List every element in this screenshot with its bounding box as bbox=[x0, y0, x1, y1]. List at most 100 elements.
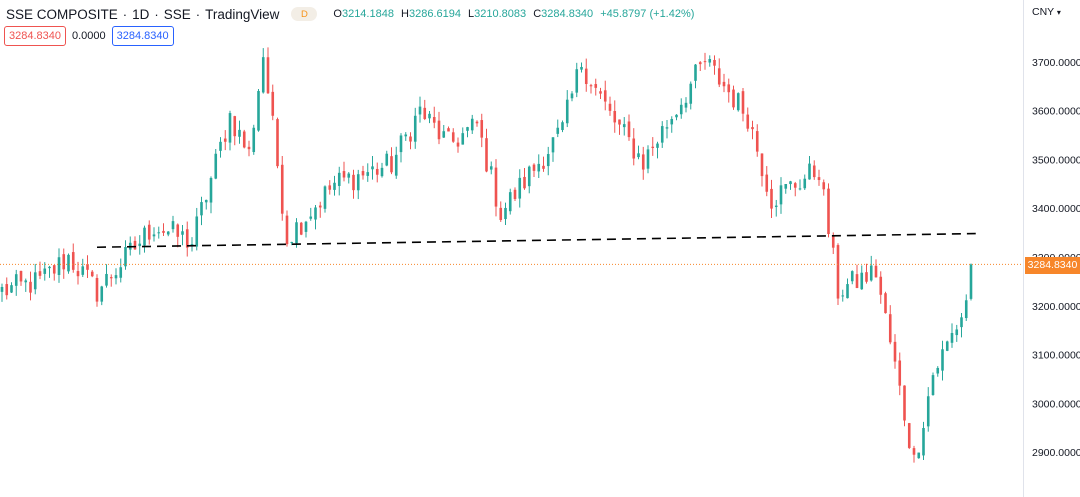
candle-up bbox=[138, 243, 142, 247]
candle-up bbox=[646, 149, 650, 169]
candle-down bbox=[741, 91, 745, 114]
candle-down bbox=[627, 121, 631, 138]
data-status-badge[interactable]: D bbox=[291, 7, 318, 21]
candle-down bbox=[817, 177, 821, 181]
interval-label[interactable]: 1D bbox=[132, 6, 150, 22]
candle-up bbox=[556, 127, 560, 134]
candle-up bbox=[860, 272, 864, 290]
candle-up bbox=[428, 113, 431, 119]
candle-up bbox=[399, 135, 403, 153]
candle-up bbox=[181, 231, 184, 235]
candle-up bbox=[413, 115, 417, 142]
candle-up bbox=[171, 221, 175, 230]
separator-dot: · bbox=[154, 6, 159, 22]
candle-up bbox=[200, 202, 203, 216]
candle-up bbox=[941, 349, 944, 371]
candle-down bbox=[285, 215, 289, 245]
candle-up bbox=[10, 285, 13, 293]
candle-down bbox=[584, 68, 588, 85]
candle-up bbox=[684, 102, 688, 108]
price-tick-label: 3400.0000 bbox=[1032, 203, 1080, 215]
candle-up bbox=[936, 367, 940, 374]
candle-down bbox=[361, 171, 365, 176]
candle-down bbox=[793, 183, 797, 188]
candle-down bbox=[233, 116, 237, 137]
change-value: +45.8797 (+1.42%) bbox=[600, 8, 695, 20]
candle-down bbox=[176, 224, 180, 237]
candle-down bbox=[713, 59, 716, 66]
candle-down bbox=[271, 91, 275, 116]
candle-up bbox=[637, 153, 640, 158]
candle-down bbox=[62, 254, 66, 270]
candle-down bbox=[865, 272, 868, 282]
candle-up bbox=[114, 275, 118, 279]
candle-up bbox=[100, 286, 104, 302]
candle-up bbox=[105, 273, 108, 286]
candle-up bbox=[926, 396, 930, 427]
candle-down bbox=[95, 277, 99, 302]
candle-up bbox=[337, 172, 341, 186]
candle-down bbox=[432, 117, 436, 123]
candle-down bbox=[746, 114, 750, 129]
candle-up bbox=[48, 266, 51, 269]
candle-down bbox=[755, 131, 759, 152]
price-tick-label: 3600.0000 bbox=[1032, 106, 1080, 118]
candle-up bbox=[561, 122, 564, 131]
candle-up bbox=[708, 59, 712, 63]
candle-up bbox=[922, 427, 925, 456]
candle-up bbox=[257, 90, 260, 131]
candle-down bbox=[912, 448, 916, 455]
candle-up bbox=[67, 254, 70, 272]
candle-up bbox=[442, 131, 446, 138]
candle-up bbox=[679, 104, 683, 115]
currency-label: CNY bbox=[1032, 6, 1054, 18]
low-value: 3210.8083 bbox=[474, 8, 527, 20]
candle-down bbox=[266, 57, 270, 94]
candle-up bbox=[850, 271, 854, 282]
candle-down bbox=[276, 119, 279, 167]
candle-up bbox=[950, 333, 954, 343]
candle-up bbox=[670, 118, 674, 125]
candle-down bbox=[133, 240, 137, 250]
indicator-values-row: 3284.8340 0.0000 3284.8340 bbox=[4, 26, 174, 46]
candle-down bbox=[618, 119, 621, 125]
candle-down bbox=[29, 281, 32, 293]
candle-down bbox=[888, 314, 892, 343]
candle-down bbox=[770, 188, 773, 209]
candle-down bbox=[608, 103, 612, 111]
candle-down bbox=[375, 168, 379, 175]
candle-up bbox=[309, 216, 313, 219]
candle-up bbox=[694, 64, 697, 81]
indicator-value-box[interactable]: 3284.8340 bbox=[4, 26, 66, 46]
high-value: 3286.6194 bbox=[408, 8, 461, 20]
candle-down bbox=[280, 164, 284, 214]
candle-up bbox=[314, 207, 317, 220]
candle-up bbox=[470, 118, 474, 131]
candle-up bbox=[527, 166, 531, 187]
candle-up bbox=[190, 244, 194, 246]
ohlc-values: O3214.1848 H3286.6194 L3210.8083 C3284.8… bbox=[329, 8, 694, 20]
currency-selector[interactable]: CNY ▾ bbox=[1032, 6, 1061, 18]
candle-down bbox=[242, 131, 246, 148]
candle-up bbox=[537, 163, 541, 172]
candle-up bbox=[304, 221, 308, 232]
close-label: C bbox=[533, 8, 542, 20]
high-label: H bbox=[401, 8, 409, 20]
candle-up bbox=[209, 177, 213, 203]
candle-up bbox=[380, 167, 384, 177]
candle-down bbox=[499, 207, 503, 220]
candle-down bbox=[632, 138, 636, 159]
candle-down bbox=[732, 89, 735, 108]
candle-down bbox=[5, 284, 9, 296]
candle-up bbox=[461, 133, 465, 145]
candle-up bbox=[689, 83, 693, 104]
candle-up bbox=[518, 177, 522, 199]
symbol-title[interactable]: SSE COMPOSITE bbox=[6, 6, 118, 22]
candle-up bbox=[228, 113, 232, 143]
indicator-value-box-blue[interactable]: 3284.8340 bbox=[111, 26, 174, 46]
candle-down bbox=[299, 222, 303, 235]
candle-up bbox=[774, 205, 778, 208]
price-tick-label: 3200.0000 bbox=[1032, 301, 1080, 313]
candle-down bbox=[328, 185, 332, 190]
